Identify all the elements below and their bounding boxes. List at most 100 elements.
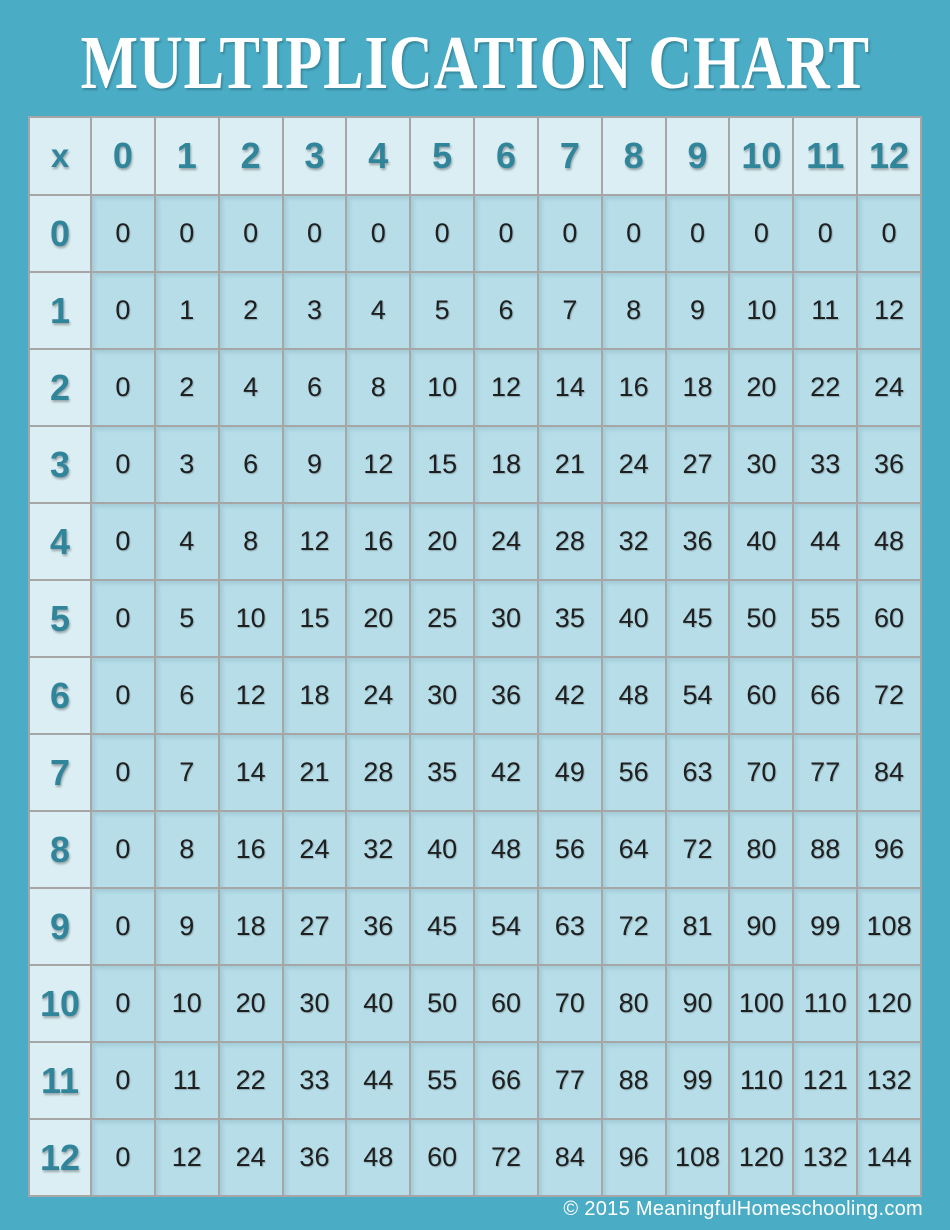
product-cell: 54 bbox=[473, 887, 539, 966]
table-row: 12 0 12 24 36 48 60 72 84 96 108 120 132 144 bbox=[28, 1118, 922, 1197]
table-row: 7 0 7 14 21 28 35 42 49 56 63 70 77 84 bbox=[28, 733, 922, 812]
product-cell: 15 bbox=[281, 579, 348, 658]
product-cell: 84 bbox=[856, 733, 922, 812]
product-cell: 24 bbox=[217, 1118, 284, 1197]
column-header: 2 bbox=[217, 116, 284, 196]
product-cell: 45 bbox=[664, 579, 731, 658]
product-cell: 24 bbox=[856, 348, 922, 427]
product-cell: 99 bbox=[792, 887, 859, 966]
product-cell: 20 bbox=[728, 348, 795, 427]
row-header: 6 bbox=[28, 656, 92, 735]
column-header: 9 bbox=[664, 116, 731, 196]
product-cell: 12 bbox=[856, 271, 922, 350]
table-row: 4 0 4 8 12 16 20 24 28 32 36 40 44 48 bbox=[28, 502, 922, 581]
product-cell: 40 bbox=[409, 810, 476, 889]
header-row: x 0 1 2 3 4 5 6 7 8 9 10 11 12 bbox=[28, 116, 922, 196]
product-cell: 0 bbox=[90, 964, 156, 1043]
product-cell: 16 bbox=[217, 810, 284, 889]
column-header: 5 bbox=[409, 116, 476, 196]
product-cell: 60 bbox=[409, 1118, 476, 1197]
table-row: 10 0 10 20 30 40 50 60 70 80 90 100 110 120 bbox=[28, 964, 922, 1043]
product-cell: 84 bbox=[536, 1118, 603, 1197]
product-cell: 20 bbox=[409, 502, 476, 581]
product-cell: 70 bbox=[728, 733, 795, 812]
product-cell: 10 bbox=[728, 271, 795, 350]
product-cell: 0 bbox=[217, 194, 284, 273]
page-title: MULTIPLICATION CHART bbox=[80, 20, 870, 105]
row-header: 4 bbox=[28, 502, 92, 581]
product-cell: 90 bbox=[664, 964, 731, 1043]
product-cell: 30 bbox=[281, 964, 348, 1043]
product-cell: 10 bbox=[217, 579, 284, 658]
product-cell: 28 bbox=[345, 733, 412, 812]
product-cell: 36 bbox=[664, 502, 731, 581]
product-cell: 0 bbox=[90, 425, 156, 504]
product-cell: 35 bbox=[536, 579, 603, 658]
product-cell: 24 bbox=[281, 810, 348, 889]
product-cell: 77 bbox=[536, 1041, 603, 1120]
product-cell: 0 bbox=[856, 194, 922, 273]
product-cell: 40 bbox=[728, 502, 795, 581]
product-cell: 96 bbox=[600, 1118, 667, 1197]
product-cell: 81 bbox=[664, 887, 731, 966]
product-cell: 22 bbox=[217, 1041, 284, 1120]
product-cell: 8 bbox=[153, 810, 220, 889]
product-cell: 5 bbox=[153, 579, 220, 658]
product-cell: 18 bbox=[217, 887, 284, 966]
product-cell: 18 bbox=[473, 425, 539, 504]
product-cell: 30 bbox=[409, 656, 476, 735]
product-cell: 0 bbox=[409, 194, 476, 273]
product-cell: 14 bbox=[217, 733, 284, 812]
product-cell: 30 bbox=[473, 579, 539, 658]
column-header: 3 bbox=[281, 116, 348, 196]
row-header: 5 bbox=[28, 579, 92, 658]
product-cell: 0 bbox=[792, 194, 859, 273]
product-cell: 44 bbox=[345, 1041, 412, 1120]
product-cell: 11 bbox=[792, 271, 859, 350]
product-cell: 5 bbox=[409, 271, 476, 350]
product-cell: 0 bbox=[90, 271, 156, 350]
product-cell: 33 bbox=[281, 1041, 348, 1120]
product-cell: 48 bbox=[600, 656, 667, 735]
product-cell: 110 bbox=[728, 1041, 795, 1120]
product-cell: 0 bbox=[90, 656, 156, 735]
product-cell: 3 bbox=[153, 425, 220, 504]
product-cell: 18 bbox=[664, 348, 731, 427]
row-header: 9 bbox=[28, 887, 92, 966]
product-cell: 60 bbox=[728, 656, 795, 735]
product-cell: 27 bbox=[281, 887, 348, 966]
product-cell: 10 bbox=[153, 964, 220, 1043]
product-cell: 60 bbox=[856, 579, 922, 658]
product-cell: 60 bbox=[473, 964, 539, 1043]
product-cell: 6 bbox=[281, 348, 348, 427]
product-cell: 120 bbox=[856, 964, 922, 1043]
product-cell: 40 bbox=[600, 579, 667, 658]
product-cell: 88 bbox=[792, 810, 859, 889]
product-cell: 0 bbox=[90, 502, 156, 581]
row-header: 8 bbox=[28, 810, 92, 889]
row-header: 12 bbox=[28, 1118, 92, 1197]
product-cell: 30 bbox=[728, 425, 795, 504]
product-cell: 12 bbox=[153, 1118, 220, 1197]
column-header: 6 bbox=[473, 116, 539, 196]
product-cell: 36 bbox=[281, 1118, 348, 1197]
product-cell: 121 bbox=[792, 1041, 859, 1120]
product-cell: 9 bbox=[153, 887, 220, 966]
table-row: 6 0 6 12 18 24 30 36 42 48 54 60 66 72 bbox=[28, 656, 922, 735]
product-cell: 36 bbox=[345, 887, 412, 966]
column-header: 10 bbox=[728, 116, 795, 196]
product-cell: 32 bbox=[600, 502, 667, 581]
product-cell: 54 bbox=[664, 656, 731, 735]
product-cell: 4 bbox=[345, 271, 412, 350]
product-cell: 63 bbox=[664, 733, 731, 812]
product-cell: 66 bbox=[792, 656, 859, 735]
row-header: 7 bbox=[28, 733, 92, 812]
product-cell: 6 bbox=[217, 425, 284, 504]
product-cell: 110 bbox=[792, 964, 859, 1043]
product-cell: 42 bbox=[473, 733, 539, 812]
corner-cell: x bbox=[28, 116, 92, 196]
product-cell: 15 bbox=[409, 425, 476, 504]
product-cell: 63 bbox=[536, 887, 603, 966]
product-cell: 0 bbox=[90, 733, 156, 812]
